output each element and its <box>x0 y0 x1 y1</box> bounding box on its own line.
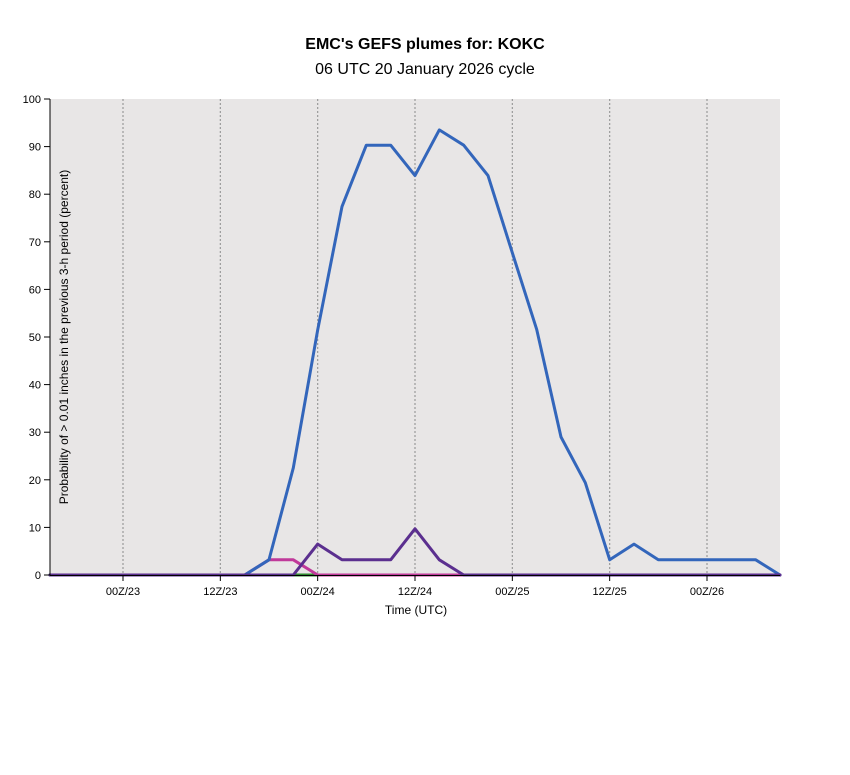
y-tick-label: 100 <box>23 94 41 106</box>
y-tick-label: 60 <box>29 284 41 296</box>
y-tick-label: 10 <box>29 522 41 534</box>
x-axis-label: Time (UTC) <box>385 603 447 617</box>
chart-title: EMC's GEFS plumes for: KOKC <box>305 36 545 53</box>
axes: 00Z/23 12Z/23 00Z/24 12Z/24 00Z/25 12Z/25 00Z/… <box>23 94 780 598</box>
x-tick-label: 00Z/23 <box>106 586 140 598</box>
x-tick-label: 12Z/24 <box>398 586 432 598</box>
y-tick-label: 70 <box>29 237 41 249</box>
y-tick-label: 0 <box>35 570 41 582</box>
y-tick-label: 30 <box>29 427 41 439</box>
x-tick-label: 00Z/24 <box>301 586 335 598</box>
x-tick-label: 12Z/25 <box>593 586 627 598</box>
y-tick-label: 50 <box>29 332 41 344</box>
y-tick-label: 40 <box>29 380 41 392</box>
y-tick-label: 90 <box>29 142 41 154</box>
x-tick-label: 00Z/26 <box>690 586 724 598</box>
x-tick-label: 00Z/25 <box>495 586 529 598</box>
y-tick-label: 80 <box>29 189 41 201</box>
x-tick-label: 12Z/23 <box>203 586 237 598</box>
y-axis-label: Probability of > 0.01 inches in the prev… <box>57 170 71 505</box>
y-tick-label: 20 <box>29 475 41 487</box>
chart-subtitle: 06 UTC 20 January 2026 cycle <box>315 61 535 78</box>
